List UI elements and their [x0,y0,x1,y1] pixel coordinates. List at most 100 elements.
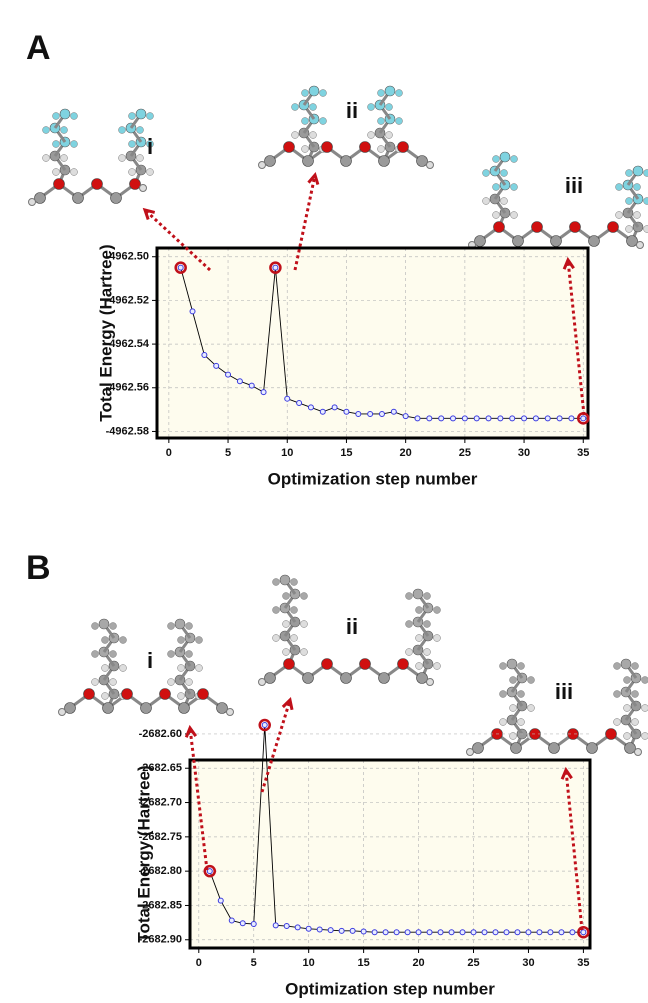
atom [321,141,333,153]
atom [492,211,500,219]
atom [64,702,76,714]
atom [309,131,317,139]
data-point [461,415,468,422]
atom [226,708,234,716]
atom [272,578,280,586]
atom [395,117,403,125]
atom [258,678,266,686]
atom [60,154,68,162]
atom [426,161,434,169]
data-point [283,923,290,930]
atom [52,168,60,176]
x-tick-label: 25 [459,447,471,459]
data-point [225,371,232,378]
x-axis-title: Optimization step number [285,979,495,998]
atom [527,676,535,684]
atom [185,622,193,630]
data-point [404,929,411,936]
atom [499,718,507,726]
atom [548,742,560,754]
atom [405,592,413,600]
arrow-head [560,766,573,780]
atom [378,155,390,167]
atom [177,664,185,672]
panel-label: B [26,549,51,587]
atom [185,650,193,658]
atom [641,676,648,684]
atom [482,197,490,205]
data-point [426,415,433,422]
data-point [503,929,510,936]
atom [290,578,298,586]
atom [510,211,518,219]
plot-frame [188,758,592,950]
atom [301,145,309,153]
x-tick-label: 0 [166,447,172,459]
atom [506,658,518,670]
y-tick-label: -2682.85 [139,899,182,911]
atom [109,650,117,658]
atom [527,704,535,712]
atom [109,622,117,630]
atom [397,141,409,153]
data-point [213,362,220,369]
data-point [378,410,385,417]
x-tick-label: 10 [281,447,293,459]
data-point [525,929,532,936]
x-tick-label: 20 [400,447,412,459]
atom [60,126,68,134]
atom [300,648,308,656]
molecule [28,108,154,206]
x-tick-label: 10 [303,957,315,969]
data-point [296,400,303,407]
highlight-point [269,261,282,274]
atom [509,676,517,684]
atom [620,658,632,670]
atom [59,108,71,120]
data-point [514,929,521,936]
atom [301,89,309,97]
data-point [569,929,576,936]
data-point [248,382,255,389]
data-point [558,929,565,936]
atom [110,192,122,204]
atom [517,718,525,726]
data-point [294,924,301,931]
atom [631,718,639,726]
x-tick-label: 15 [358,957,370,969]
data-point [189,308,196,315]
atom [319,89,327,97]
highlight-point [174,261,187,274]
y-tick-label: -2682.60 [139,728,182,740]
data-point [327,927,334,934]
atom [319,117,327,125]
atom [139,184,147,192]
atom [510,183,518,191]
y-axis-title: Total Energy (Hartree) [134,765,153,942]
data-point [497,415,504,422]
y-tick-label: -4962.58 [106,425,149,437]
atom [272,634,280,642]
y-tick-label: -2682.90 [139,934,182,946]
atom [300,620,308,628]
atom [128,168,136,176]
atom [308,85,320,97]
atom [102,702,114,714]
atom [613,718,621,726]
data-point [568,415,575,422]
data-point [305,925,312,932]
atom [309,103,317,111]
atom [291,103,299,111]
data-point [547,929,554,936]
atom [52,140,60,148]
atom [119,664,127,672]
data-point [343,408,350,415]
atom [433,662,441,670]
data-point [414,415,421,422]
data-point [177,264,184,271]
molecule [258,574,441,686]
atom [643,197,648,205]
atom [302,672,314,684]
y-tick-label: -4962.54 [106,338,150,350]
atom [136,154,144,162]
